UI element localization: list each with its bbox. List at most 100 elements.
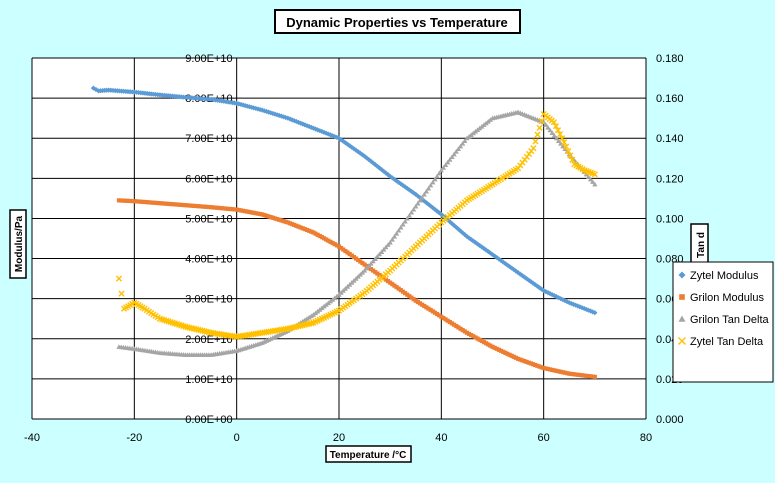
- data-point: [562, 370, 568, 375]
- data-point: [383, 277, 388, 282]
- data-point: [436, 170, 442, 176]
- data-point: [503, 350, 508, 355]
- data-point: [118, 290, 125, 297]
- data-point: [353, 256, 359, 261]
- y-tick-label: 5.00E+10: [185, 213, 232, 225]
- data-point: [547, 367, 553, 372]
- data-point: [274, 112, 280, 118]
- data-point: [545, 124, 551, 130]
- y-tick-label: 4.00E+10: [185, 254, 232, 266]
- data-point: [257, 106, 263, 113]
- data-point: [543, 366, 548, 371]
- data-point: [423, 188, 430, 194]
- data-point: [387, 173, 393, 179]
- data-point: [428, 307, 433, 313]
- data-point: [179, 202, 184, 207]
- data-point: [678, 315, 686, 322]
- data-point: [573, 372, 578, 377]
- data-point: [563, 143, 570, 150]
- data-point: [310, 125, 317, 131]
- data-point: [415, 200, 421, 206]
- data-point: [488, 343, 493, 348]
- data-point: [555, 138, 562, 143]
- data-point: [125, 198, 130, 203]
- data-point: [290, 222, 295, 227]
- data-point: [541, 365, 546, 371]
- data-point: [330, 240, 335, 246]
- data-point: [200, 204, 205, 209]
- data-point: [349, 144, 355, 150]
- data-point: [449, 154, 455, 160]
- y2-tick-label: 0.160: [656, 93, 684, 105]
- data-point: [400, 289, 406, 294]
- data-point: [534, 131, 541, 138]
- data-point: [536, 124, 543, 131]
- data-point: [553, 135, 560, 141]
- data-point: [556, 131, 564, 138]
- data-point: [539, 365, 544, 370]
- data-point: [138, 199, 143, 204]
- data-point: [236, 207, 241, 213]
- data-point: [307, 228, 312, 233]
- data-point: [334, 243, 339, 248]
- data-point: [438, 167, 444, 173]
- data-point: [492, 253, 498, 259]
- data-point: [340, 138, 346, 144]
- data-point: [336, 244, 342, 249]
- data-point: [566, 300, 572, 306]
- series-zytel-modulus: [90, 85, 598, 316]
- data-point: [567, 371, 572, 376]
- data-point: [391, 176, 398, 182]
- data-point: [341, 247, 346, 252]
- data-point: [313, 231, 318, 236]
- data-point: [270, 215, 275, 220]
- data-point: [558, 135, 566, 142]
- data-point: [390, 282, 395, 287]
- data-point: [453, 148, 459, 154]
- data-point: [321, 129, 327, 135]
- y2-tick-label: 0.120: [656, 173, 684, 185]
- x-tick-label: 0: [234, 432, 240, 444]
- data-point: [413, 298, 418, 303]
- data-point: [468, 236, 474, 243]
- data-point: [440, 165, 447, 170]
- data-point: [554, 368, 559, 373]
- data-point: [485, 248, 491, 255]
- data-point: [460, 328, 465, 333]
- data-point: [263, 108, 270, 115]
- data-point: [389, 236, 395, 242]
- data-point: [590, 179, 596, 184]
- data-point: [317, 233, 322, 239]
- x-tick-label: 40: [435, 432, 447, 444]
- data-point: [477, 337, 482, 342]
- data-point: [526, 277, 532, 283]
- data-point: [298, 225, 303, 230]
- data-point: [543, 289, 549, 295]
- legend-item-label: Grilon Tan Delta: [690, 314, 770, 326]
- data-point: [404, 215, 410, 221]
- data-point: [462, 138, 468, 143]
- data-point: [543, 122, 549, 127]
- data-point: [164, 201, 169, 206]
- data-point: [537, 364, 542, 369]
- data-point: [552, 368, 557, 373]
- data-point: [379, 274, 384, 279]
- data-point: [532, 282, 538, 288]
- y-axis-label: Modulus/Pa: [14, 216, 25, 273]
- data-point: [411, 190, 417, 196]
- data-point: [466, 235, 472, 241]
- data-point: [304, 227, 310, 233]
- data-point: [569, 371, 574, 377]
- data-point: [541, 119, 547, 125]
- data-point: [532, 138, 539, 145]
- y-axis-label-box: [9, 209, 27, 279]
- data-point: [291, 118, 297, 124]
- data-point: [445, 159, 451, 165]
- data-point: [441, 315, 446, 321]
- data-point: [296, 224, 301, 229]
- data-point: [587, 176, 594, 182]
- data-point: [343, 248, 348, 254]
- data-point: [116, 198, 122, 203]
- data-point: [279, 218, 284, 223]
- data-point: [185, 203, 190, 208]
